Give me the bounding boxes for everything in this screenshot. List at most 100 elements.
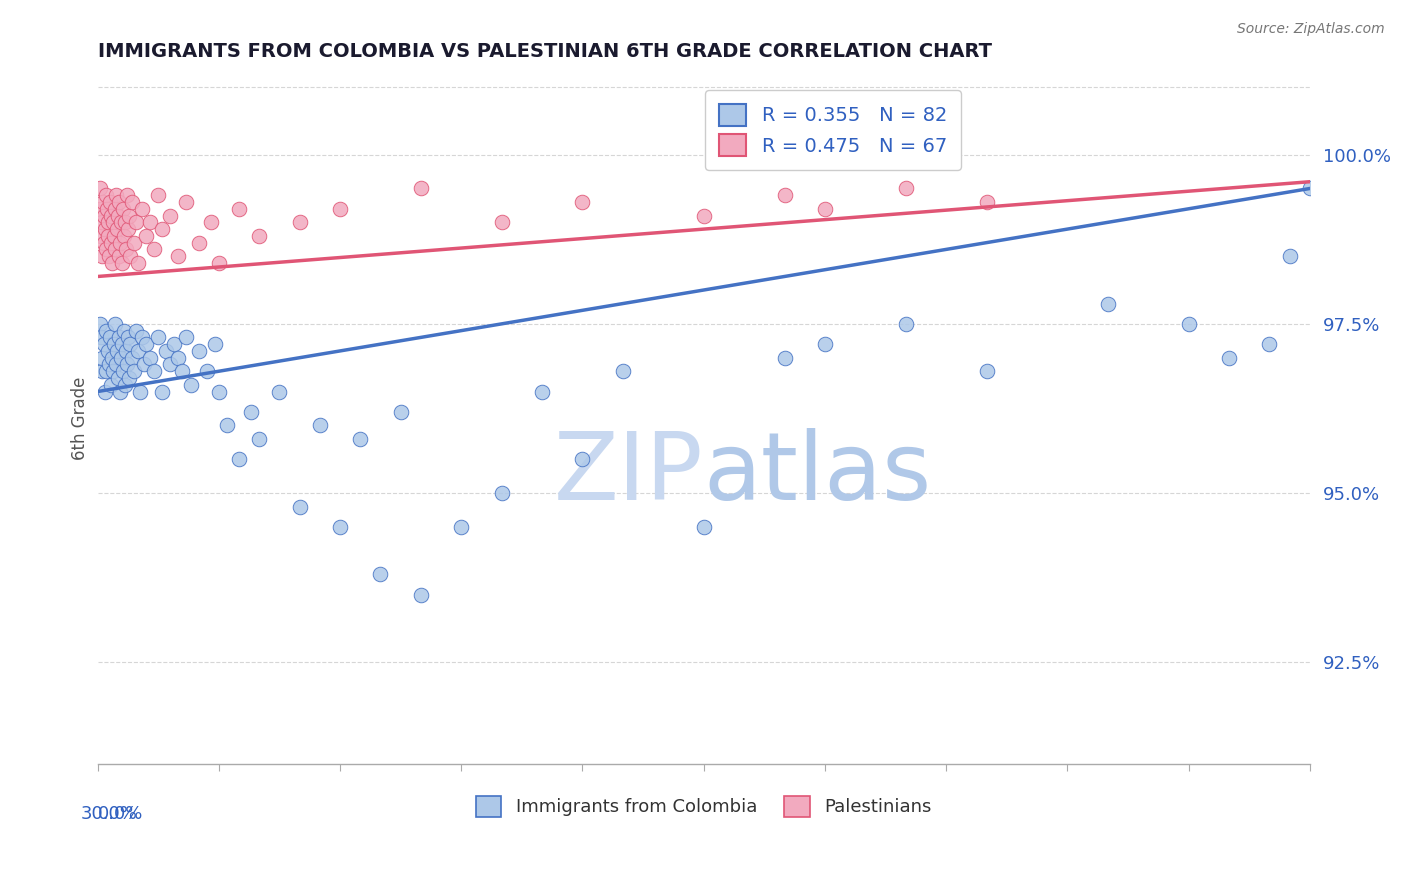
Point — [104, 188, 127, 202]
Point — [97, 228, 120, 243]
Point — [329, 202, 352, 216]
Point — [228, 452, 250, 467]
Legend: Immigrants from Colombia, Palestinians: Immigrants from Colombia, Palestinians — [468, 789, 939, 824]
Text: atlas: atlas — [703, 428, 932, 520]
Point — [94, 188, 117, 202]
Point — [159, 358, 181, 372]
Point — [107, 371, 129, 385]
Point — [814, 202, 837, 216]
Point — [93, 235, 115, 250]
Point — [104, 243, 127, 257]
Point — [208, 256, 231, 270]
Point — [103, 202, 125, 216]
Point — [122, 235, 145, 250]
Point — [122, 364, 145, 378]
Point — [247, 432, 270, 446]
Point — [450, 520, 472, 534]
Point — [187, 343, 209, 358]
Point — [148, 330, 170, 344]
Point — [208, 384, 231, 399]
Y-axis label: 6th Grade: 6th Grade — [72, 377, 89, 460]
Point — [94, 324, 117, 338]
Point — [150, 222, 173, 236]
Point — [93, 209, 115, 223]
Text: 0.0%: 0.0% — [97, 805, 143, 823]
Point — [139, 351, 162, 365]
Point — [127, 343, 149, 358]
Point — [491, 215, 513, 229]
Point — [97, 343, 120, 358]
Point — [97, 358, 120, 372]
Point — [94, 222, 117, 236]
Point — [118, 337, 141, 351]
Text: IMMIGRANTS FROM COLOMBIA VS PALESTINIAN 6TH GRADE CORRELATION CHART: IMMIGRANTS FROM COLOMBIA VS PALESTINIAN … — [97, 42, 991, 61]
Point — [176, 330, 198, 344]
Point — [571, 194, 593, 209]
Point — [121, 194, 143, 209]
Point — [103, 317, 125, 331]
Point — [98, 330, 121, 344]
Point — [571, 452, 593, 467]
Point — [167, 351, 190, 365]
Point — [91, 249, 114, 263]
Point — [97, 249, 120, 263]
Point — [125, 324, 148, 338]
Point — [329, 520, 352, 534]
Point — [288, 215, 311, 229]
Point — [692, 209, 714, 223]
Point — [135, 228, 157, 243]
Point — [121, 351, 143, 365]
Point — [814, 337, 837, 351]
Point — [111, 337, 134, 351]
Point — [349, 432, 371, 446]
Point — [90, 215, 112, 229]
Point — [115, 188, 138, 202]
Point — [96, 364, 118, 378]
Point — [115, 343, 138, 358]
Point — [409, 588, 432, 602]
Point — [90, 364, 112, 378]
Point — [1097, 296, 1119, 310]
Point — [308, 418, 330, 433]
Point — [98, 194, 121, 209]
Point — [370, 567, 392, 582]
Point — [692, 520, 714, 534]
Point — [101, 364, 124, 378]
Point — [91, 351, 114, 365]
Point — [228, 202, 250, 216]
Point — [179, 377, 201, 392]
Point — [101, 215, 124, 229]
Point — [215, 418, 238, 433]
Point — [131, 202, 153, 216]
Point — [132, 358, 155, 372]
Point — [89, 202, 111, 216]
Point — [247, 228, 270, 243]
Point — [131, 330, 153, 344]
Point — [118, 209, 141, 223]
Point — [1258, 337, 1281, 351]
Point — [100, 351, 122, 365]
Point — [139, 215, 162, 229]
Point — [111, 202, 134, 216]
Point — [117, 222, 139, 236]
Point — [100, 256, 122, 270]
Point — [108, 235, 131, 250]
Point — [89, 181, 111, 195]
Point — [167, 249, 190, 263]
Point — [389, 405, 412, 419]
Point — [90, 228, 112, 243]
Point — [894, 181, 917, 195]
Text: 30.0%: 30.0% — [82, 805, 138, 823]
Point — [491, 486, 513, 500]
Point — [89, 317, 111, 331]
Point — [200, 215, 222, 229]
Point — [105, 343, 128, 358]
Point — [112, 324, 135, 338]
Point — [159, 209, 181, 223]
Point — [91, 194, 114, 209]
Point — [107, 330, 129, 344]
Point — [240, 405, 263, 419]
Point — [105, 222, 128, 236]
Point — [1299, 181, 1322, 195]
Point — [97, 215, 120, 229]
